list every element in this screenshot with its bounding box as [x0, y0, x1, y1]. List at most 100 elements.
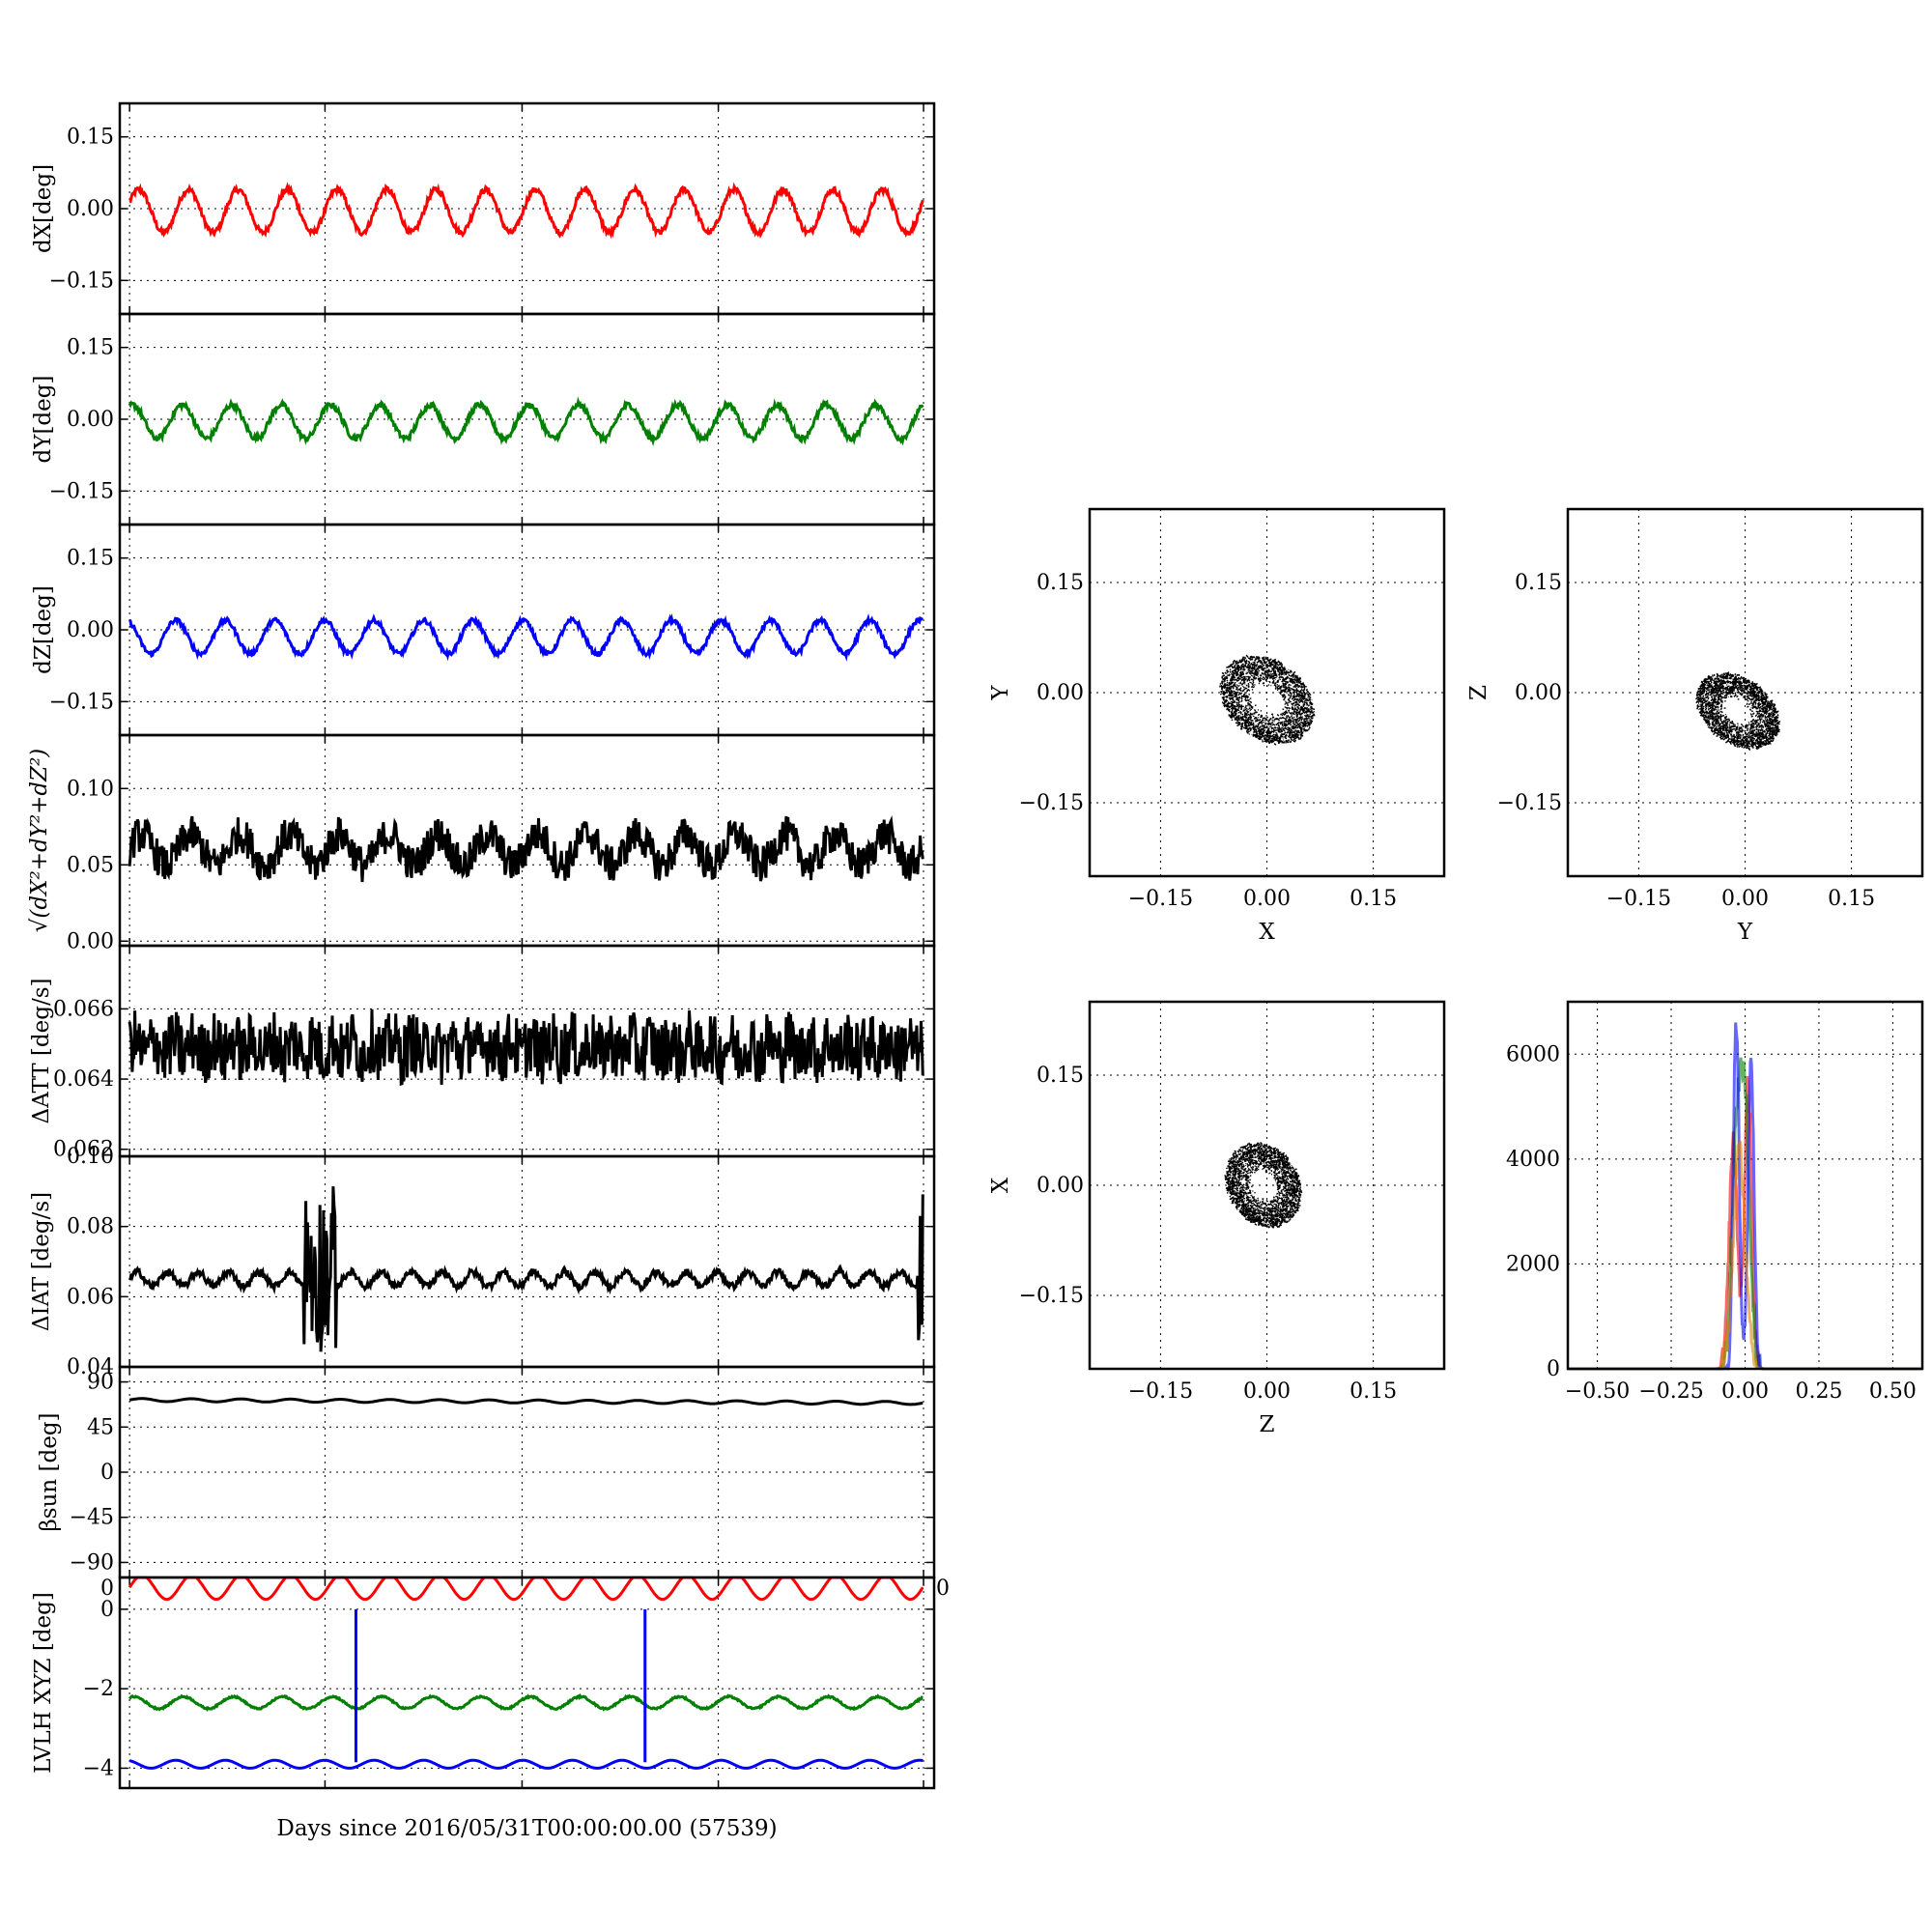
y-tick-label: 0.062 [53, 1138, 114, 1162]
panel-frame [1088, 507, 1446, 878]
x-tick-label: −0.15 [1128, 1379, 1193, 1404]
panel-dx: −0.15 0.00 0.15 dX[deg] [31, 101, 936, 316]
x-tick-label: 0.00 [1721, 887, 1769, 911]
series-line-dy-0 [128, 396, 924, 447]
y-tick-label: 0.00 [1515, 681, 1562, 705]
y-axis-label: Y [988, 685, 1013, 701]
x-tick-label: −0.15 [1128, 887, 1193, 911]
y-tick-label: 0.00 [67, 618, 114, 642]
y-tick-label: −0.15 [49, 269, 114, 293]
y-axis-label: ΔIAT [deg/s] [29, 1192, 54, 1331]
y-tick-label: 0.06 [67, 1285, 114, 1309]
y-tick-label: −4 [83, 1756, 114, 1780]
y-axis-label: ΔATT [deg/s] [29, 979, 54, 1124]
x-axis-label: Days since 2016/05/31T00:00:00.00 (57539… [276, 1816, 777, 1841]
panel-beta: −90 −45 0 45 90 βsun [deg] [37, 1365, 936, 1579]
y-tick-label: 0.00 [1037, 681, 1084, 705]
x-axis-label: Y [1737, 920, 1753, 945]
y-tick-label: 0.15 [1037, 571, 1084, 595]
y-tick-label: −0.15 [49, 690, 114, 714]
y-tick-label: −45 [70, 1506, 114, 1530]
x-axis-label: X [1259, 920, 1275, 945]
x-tick-label: 0.50 [1869, 1379, 1917, 1404]
panel-dz: −0.15 0.00 0.15 dZ[deg] [31, 523, 936, 737]
y-tick-label: 0.00 [67, 929, 114, 953]
y-tick-label: 0.00 [67, 408, 114, 432]
y-tick-label: −90 [70, 1550, 114, 1575]
x-tick-label: 0.00 [1721, 1379, 1769, 1404]
y-tick-label: 0 [100, 1461, 114, 1485]
y-tick-label: 0.15 [67, 126, 114, 150]
x-axis-label: Z [1260, 1412, 1275, 1437]
y-tick-label: 0.10 [67, 777, 114, 801]
y-tick-label: 0.15 [1037, 1064, 1084, 1088]
y-tick-label: 0.066 [53, 997, 114, 1021]
y-tick-label: 0 [1547, 1357, 1560, 1381]
x-tick-label: 0.15 [1828, 887, 1875, 911]
y-axis-label: √(dX²+dY²+dZ²) [27, 749, 52, 933]
series-line-lvlh-2 [128, 1758, 923, 1770]
y-tick-label: 0.05 [67, 853, 114, 877]
y-axis-label: dZ[deg] [31, 585, 56, 674]
y-tick-label: 0 [100, 1598, 114, 1622]
panel-hist: −0.50 −0.25 0.00 0.25 0.50 0 2000 4000 6000 [1506, 1000, 1924, 1404]
y-tick-label: −0.15 [1019, 791, 1084, 815]
y-tick-label: −0.15 [1019, 1284, 1084, 1308]
series-line-lvlh-0 [128, 1576, 924, 1602]
y-tick-label: −2 [83, 1677, 114, 1701]
series-line-lvlh-1 [128, 1692, 923, 1713]
panel-norm: 0.00 0.05 0.10 √(dX²+dY²+dZ²) [27, 733, 936, 953]
panel-frame [1566, 507, 1924, 878]
x-tick-label: −0.50 [1565, 1379, 1630, 1404]
panel-frame [118, 1154, 936, 1369]
y-tick-label: −0.15 [1497, 791, 1562, 815]
corner-label: 0 [936, 1577, 950, 1601]
x-tick-label: 0.00 [1243, 887, 1291, 911]
panel-frame [118, 1576, 936, 1790]
x-tick-label: 0.00 [1243, 1379, 1291, 1404]
scatter-points [1219, 654, 1316, 746]
x-tick-label: 0.15 [1350, 887, 1397, 911]
scatter-points [1694, 671, 1781, 752]
y-tick-label: 0.10 [67, 1145, 114, 1169]
x-tick-label: 0.25 [1795, 1379, 1842, 1404]
panel-frame [1566, 1000, 1924, 1371]
y-tick-label: 0.04 [67, 1355, 114, 1379]
y-tick-label: 0.15 [67, 336, 114, 360]
panel-zx: −0.15 −0.15 0.00 0.00 0.15 0.15 Z X [988, 1000, 1446, 1437]
y-tick-label: 0.00 [67, 197, 114, 221]
y-tick-label: 0.00 [1037, 1174, 1084, 1198]
y-tick-label: 0.08 [67, 1215, 114, 1239]
y-tick-label: 45 [87, 1415, 114, 1439]
series-line-dz-0 [128, 612, 923, 662]
series-line-beta-0 [128, 1397, 923, 1406]
y-axis-label: LVLH XYZ [deg] [31, 1592, 56, 1774]
y-tick-label: 0.15 [1515, 571, 1562, 595]
series-line-norm-0 [128, 814, 924, 883]
series-line-diat-0 [128, 1186, 924, 1352]
y-tick-label: 0.15 [67, 547, 114, 571]
series-line-dx-0 [128, 182, 924, 240]
panel-yz: −0.15 −0.15 0.00 0.00 0.15 0.15 Y Z [1466, 507, 1924, 945]
y-axis-label: βsun [deg] [37, 1412, 62, 1531]
y-axis-label: X [988, 1177, 1013, 1193]
panel-dy: −0.15 0.00 0.15 dY[deg] [31, 312, 936, 526]
corner-label: 0 [100, 1577, 114, 1601]
y-axis-label: dX[deg] [31, 164, 56, 253]
x-tick-label: −0.25 [1638, 1379, 1703, 1404]
panel-diat: 0.04 0.06 0.08 0.10 ΔIAT [deg/s] [29, 1145, 936, 1379]
panel-frame [1088, 1000, 1446, 1371]
y-tick-label: 4000 [1506, 1148, 1560, 1172]
y-tick-label: −0.15 [49, 479, 114, 503]
y-tick-label: 6000 [1506, 1042, 1560, 1066]
x-tick-label: −0.15 [1606, 887, 1671, 911]
y-axis-label: Z [1466, 685, 1492, 700]
y-tick-label: 2000 [1506, 1252, 1560, 1276]
scatter-points [1224, 1141, 1303, 1229]
y-tick-label: 0.064 [53, 1067, 114, 1092]
panel-xy: −0.15 −0.15 0.00 0.00 0.15 0.15 X Y [988, 507, 1446, 945]
x-tick-label: 0.15 [1350, 1379, 1397, 1404]
